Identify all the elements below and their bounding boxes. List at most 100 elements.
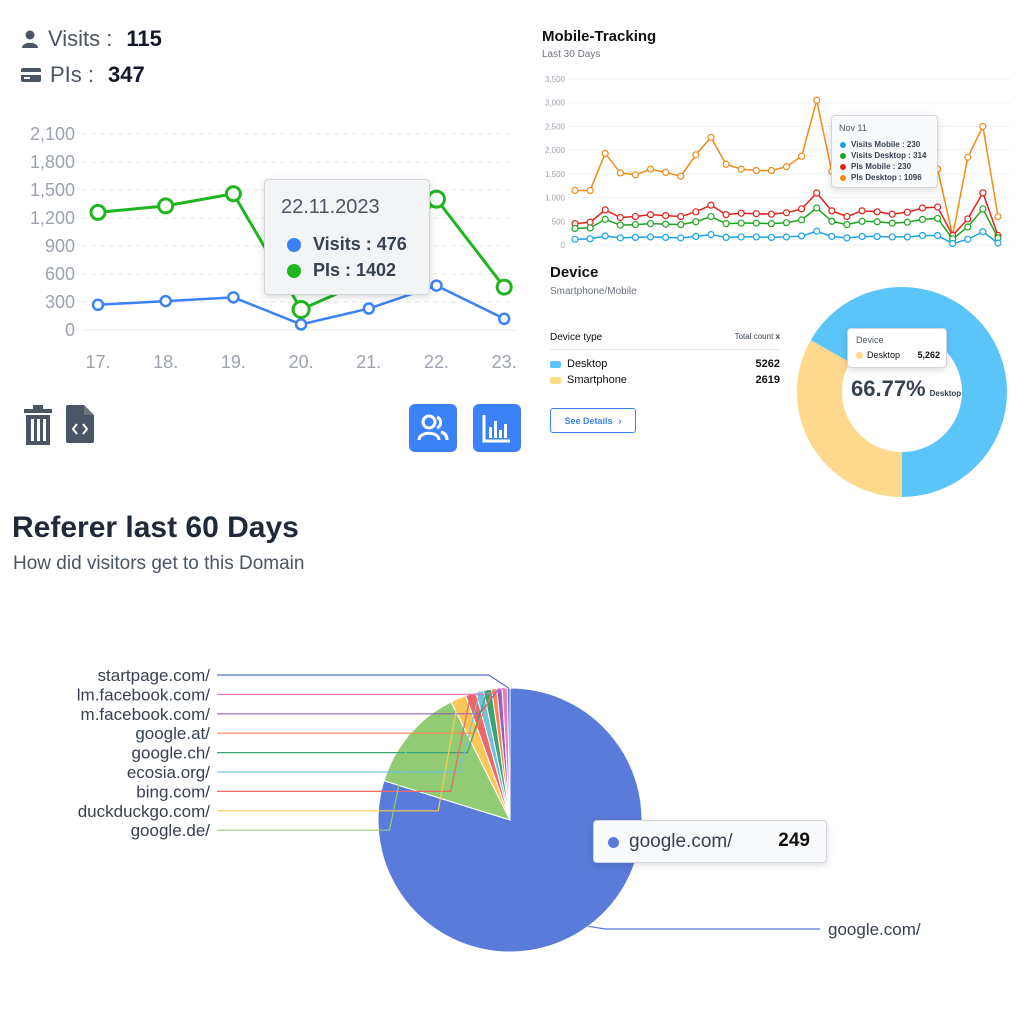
delete-button[interactable] — [22, 405, 54, 450]
data-point — [708, 232, 714, 238]
y-tick-label: 0 — [561, 241, 566, 250]
visits-label: Visits : — [48, 26, 112, 52]
data-point — [859, 218, 865, 224]
data-point — [859, 208, 865, 214]
data-point — [678, 235, 684, 241]
x-tick-label: 20. — [289, 352, 314, 372]
data-point — [159, 199, 173, 213]
y-tick-label: 3,000 — [545, 99, 566, 108]
export-code-button[interactable] — [66, 405, 94, 448]
mobile-tooltip-date: Nov 11 — [839, 123, 867, 133]
device-row-label: Smartphone — [567, 374, 627, 386]
device-table: Device type Total count x Desktop 5262 S… — [550, 332, 780, 388]
data-point — [572, 187, 578, 193]
data-point — [995, 240, 1001, 246]
data-point — [753, 234, 759, 240]
data-point — [226, 187, 240, 201]
tooltip-visits-row: Visits : 476 — [287, 234, 407, 255]
referer-title: Referer last 60 Days — [12, 511, 299, 545]
device-row-label: Desktop — [567, 358, 607, 370]
data-point — [995, 214, 1001, 220]
data-point — [632, 222, 638, 228]
data-point — [296, 319, 306, 329]
series-dot-icon — [840, 153, 846, 159]
mobile-tracking-line-chart: 0 500 1,000 1,500 2,000 2,500 3,000 3,500 — [530, 66, 1024, 256]
data-point — [980, 190, 986, 196]
y-tick-label: 900 — [45, 236, 75, 256]
data-point — [93, 300, 103, 310]
data-point — [784, 164, 790, 170]
mobile-tooltip-text: Visits Mobile : 230 — [851, 140, 920, 149]
pie-label: ecosia.org/ — [127, 763, 210, 782]
data-point — [799, 206, 805, 212]
referer-tooltip-row: google.com/ — [608, 831, 733, 853]
mobile-tracking-subtitle: Last 30 Days — [542, 49, 600, 60]
data-point — [432, 281, 442, 291]
mobile-tooltip-rows: Visits Mobile : 230 Visits Desktop : 314 P… — [840, 139, 926, 183]
data-point — [632, 214, 638, 220]
y-tick-label: 1,200 — [30, 208, 75, 228]
google-dot-icon — [608, 837, 619, 848]
data-point — [708, 134, 714, 140]
data-point — [829, 233, 835, 239]
data-point — [919, 216, 925, 222]
data-point — [753, 211, 759, 217]
data-point — [753, 168, 759, 174]
users-button[interactable] — [409, 404, 457, 452]
data-point — [663, 213, 669, 219]
data-point — [874, 219, 880, 225]
data-point — [587, 236, 593, 242]
data-point — [648, 212, 654, 218]
donut-center-series: Desktop — [930, 389, 962, 398]
data-point — [429, 191, 445, 207]
pie-label: google.ch/ — [132, 744, 211, 763]
leader-line — [217, 675, 509, 688]
mobile-tooltip-row: Visits Desktop : 314 — [840, 150, 926, 161]
data-point — [663, 169, 669, 175]
data-point — [935, 215, 941, 221]
x-tick-label: 19. — [221, 352, 246, 372]
leader-line — [217, 688, 505, 694]
data-point — [904, 219, 910, 225]
chevron-right-icon: › — [619, 416, 622, 426]
referer-tooltip-label: google.com/ — [629, 831, 733, 853]
data-point — [965, 224, 971, 230]
donut-center-label: 66.77% Desktop — [851, 376, 961, 402]
data-point — [814, 205, 820, 211]
see-details-label: See Details — [564, 416, 612, 426]
data-point — [829, 218, 835, 224]
data-point — [723, 212, 729, 218]
data-point — [874, 233, 880, 239]
data-point — [708, 214, 714, 220]
data-point — [844, 214, 850, 220]
referer-tooltip-value: 249 — [778, 830, 810, 852]
data-point — [617, 222, 623, 228]
mobile-tooltip-text: Visits Desktop : 314 — [851, 151, 926, 160]
data-point — [768, 211, 774, 217]
data-point — [678, 214, 684, 220]
referer-tooltip: google.com/ 249 — [593, 820, 827, 863]
bar-chart-icon — [482, 413, 512, 443]
statistics-button[interactable] — [473, 404, 521, 452]
see-details-button[interactable]: See Details › — [550, 408, 636, 433]
x-tick-label: 18. — [153, 352, 178, 372]
pie-label: google.at/ — [135, 724, 210, 743]
smartphone-dot-icon — [856, 352, 863, 359]
data-point — [499, 314, 509, 324]
data-point — [723, 221, 729, 227]
data-point — [663, 234, 669, 240]
y-tick-label: 500 — [552, 217, 566, 226]
total-count-label: Total count — [735, 332, 774, 341]
x-tick-label: 23. — [492, 352, 517, 372]
data-point — [814, 97, 820, 103]
data-point — [663, 221, 669, 227]
sort-icon: x — [776, 332, 780, 341]
data-point — [693, 233, 699, 239]
device-row-value: 2619 — [756, 374, 780, 386]
data-point — [161, 296, 171, 306]
series-dot-icon — [840, 142, 846, 148]
total-count-header[interactable]: Total count x — [735, 332, 780, 343]
tooltip-date: 22.11.2023 — [281, 196, 380, 219]
data-point — [814, 228, 820, 234]
referer-subtitle: How did visitors get to this Domain — [13, 553, 304, 575]
